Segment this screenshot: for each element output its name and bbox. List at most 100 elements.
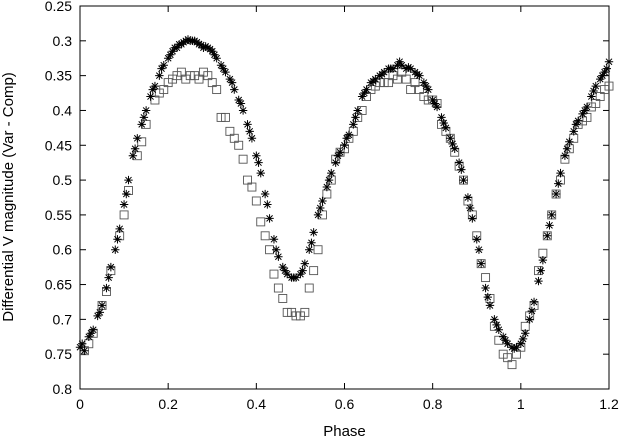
data-point-star bbox=[106, 262, 116, 272]
data-point-star bbox=[490, 315, 499, 324]
series-square-points bbox=[79, 67, 614, 370]
data-point-star bbox=[404, 63, 413, 72]
data-point-star bbox=[525, 315, 534, 324]
data-point-star bbox=[476, 259, 486, 268]
data-point-square bbox=[414, 85, 424, 95]
data-point-star bbox=[166, 50, 175, 59]
data-point-square bbox=[251, 196, 261, 206]
data-point-star bbox=[437, 113, 446, 122]
y-tick-label: 0.6 bbox=[53, 242, 73, 258]
data-point-star bbox=[260, 189, 270, 199]
data-point-star bbox=[252, 151, 261, 160]
data-point-square bbox=[194, 74, 204, 84]
data-point-star bbox=[413, 70, 422, 79]
data-point-star bbox=[93, 311, 102, 321]
x-tick-label: 0.6 bbox=[335, 396, 355, 412]
data-point-star bbox=[468, 214, 477, 223]
data-point-star bbox=[485, 301, 495, 310]
data-point-star bbox=[263, 200, 272, 209]
data-point-star bbox=[556, 168, 565, 178]
data-point-star bbox=[322, 182, 332, 192]
y-tick-label: 0.55 bbox=[45, 207, 72, 223]
data-point-star bbox=[424, 85, 433, 94]
data-point-star bbox=[406, 64, 415, 73]
data-point-star bbox=[148, 85, 157, 94]
data-point-star bbox=[133, 134, 142, 143]
data-point-square bbox=[256, 217, 266, 227]
data-point-star bbox=[216, 60, 226, 70]
data-point-square bbox=[481, 273, 491, 283]
data-point-star bbox=[560, 151, 570, 160]
data-point-star bbox=[580, 106, 589, 115]
data-point-square bbox=[600, 85, 610, 95]
data-point-star bbox=[562, 144, 572, 153]
data-point-square bbox=[503, 353, 513, 363]
y-tick-label: 0.25 bbox=[45, 0, 72, 14]
data-point-star bbox=[115, 224, 124, 234]
data-point-star bbox=[419, 78, 429, 87]
data-point-star bbox=[393, 60, 402, 70]
data-point-star bbox=[395, 57, 404, 66]
data-point-star bbox=[274, 252, 283, 261]
data-point-star bbox=[483, 292, 492, 302]
data-point-star bbox=[554, 179, 563, 188]
data-point-star bbox=[324, 175, 334, 185]
data-point-star bbox=[538, 255, 548, 265]
data-point-star bbox=[353, 106, 362, 115]
data-point-star bbox=[366, 78, 376, 87]
data-point-star bbox=[327, 168, 336, 178]
data-point-star bbox=[137, 120, 146, 129]
data-point-square bbox=[154, 88, 164, 98]
data-point-star bbox=[89, 325, 98, 335]
data-point-star bbox=[441, 123, 451, 133]
data-point-star bbox=[492, 320, 501, 330]
data-point-square bbox=[234, 140, 244, 150]
data-point-star bbox=[344, 130, 354, 140]
data-point-star bbox=[351, 113, 360, 122]
y-tick-label: 0.8 bbox=[53, 381, 73, 397]
data-point-star bbox=[247, 134, 257, 143]
data-point-star bbox=[448, 139, 457, 149]
data-point-square bbox=[221, 112, 230, 122]
data-point-star bbox=[527, 306, 537, 316]
data-point-star bbox=[78, 339, 87, 348]
data-point-star bbox=[163, 54, 173, 63]
data-point-star bbox=[587, 92, 596, 101]
data-point-star bbox=[111, 245, 120, 254]
data-point-star bbox=[446, 134, 455, 143]
data-point-star bbox=[481, 283, 490, 293]
data-point-star bbox=[307, 238, 316, 247]
data-point-star bbox=[510, 344, 519, 353]
data-point-star bbox=[181, 36, 190, 46]
data-point-star bbox=[377, 70, 387, 79]
data-point-star bbox=[128, 151, 138, 160]
data-point-star bbox=[192, 38, 202, 47]
data-point-square bbox=[401, 74, 411, 84]
y-axis-label: Differential V magnitude (Var - Comp) bbox=[0, 72, 17, 322]
y-tick-labels: 0.25 0.3 0.35 0.4 0.45 0.5 0.55 0.6 0.65 0.7 0.75 0… bbox=[45, 0, 72, 397]
data-point-star bbox=[174, 40, 184, 49]
data-point-star bbox=[503, 339, 512, 348]
data-point-square bbox=[278, 294, 288, 303]
data-point-star bbox=[104, 273, 113, 282]
data-point-star bbox=[357, 92, 367, 101]
data-point-star bbox=[521, 329, 530, 338]
data-point-star bbox=[188, 36, 197, 46]
x-tick-labels: 0 0.2 0.4 0.6 0.8 1 1.2 bbox=[76, 396, 619, 412]
data-point-star bbox=[595, 74, 605, 84]
data-point-square bbox=[313, 245, 323, 255]
x-tick-label: 0.8 bbox=[423, 396, 443, 412]
data-point-star bbox=[604, 57, 614, 66]
data-point-square bbox=[379, 78, 389, 88]
y-tick-label: 0.65 bbox=[45, 277, 72, 293]
data-point-star bbox=[271, 245, 281, 254]
data-point-star bbox=[201, 42, 210, 51]
data-point-star bbox=[459, 175, 468, 185]
data-point-star bbox=[234, 95, 243, 105]
data-point-square bbox=[203, 71, 213, 81]
axis-ticks bbox=[79, 5, 610, 390]
series-star-points bbox=[75, 35, 614, 355]
data-point-star bbox=[313, 210, 323, 220]
data-point-star bbox=[543, 231, 552, 240]
data-point-star bbox=[227, 78, 237, 87]
